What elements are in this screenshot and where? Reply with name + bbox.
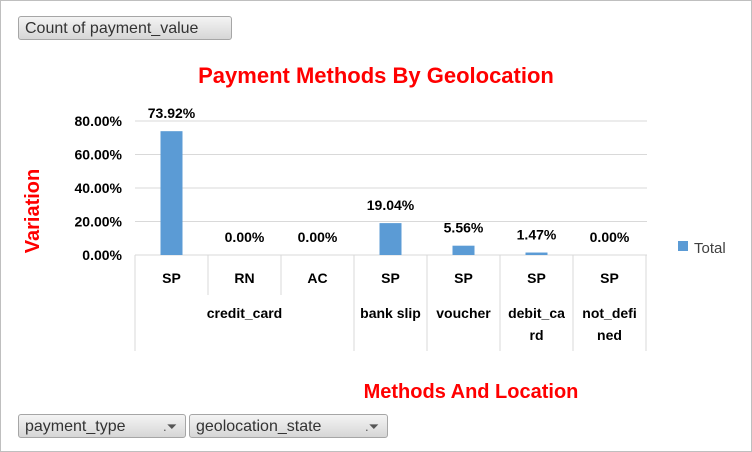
y-axis-title: Variation (22, 169, 44, 253)
legend: Total (678, 240, 726, 257)
gridlines (135, 120, 647, 222)
category-item-label: RN (234, 270, 254, 286)
axes (134, 254, 647, 351)
legend-label-total: Total (694, 240, 726, 257)
y-tick-labels: 0.00% 20.00% 40.00% 60.00% 80.00% (75, 113, 123, 263)
row-field-label: geolocation_state (196, 418, 322, 435)
row-field-label: payment_type (25, 418, 126, 435)
category-item-label: SP (454, 270, 473, 286)
y-tick-label: 80.00% (75, 113, 123, 129)
data-label: 0.00% (590, 229, 630, 245)
legend-swatch-total (678, 241, 688, 251)
data-label: 19.04% (367, 197, 415, 213)
data-label: 1.47% (517, 227, 557, 243)
x-axis-title: Methods And Location (364, 381, 579, 403)
category-group-label: credit_card (207, 305, 282, 321)
category-item-label: SP (162, 270, 181, 286)
category-item-label: SP (600, 270, 619, 286)
category-group-label: debit_ca (508, 305, 565, 321)
value-field-button[interactable]: Count of payment_value (18, 16, 232, 40)
filter-icon[interactable]: .⏷ (364, 419, 379, 434)
category-item-label: SP (381, 270, 400, 286)
bar (452, 245, 475, 255)
data-label: 0.00% (298, 229, 338, 245)
category-group-label: bank slip (360, 305, 421, 321)
y-tick-label: 0.00% (82, 247, 122, 263)
chart-title: Payment Methods By Geolocation (198, 63, 554, 88)
bar (379, 223, 402, 255)
y-tick-label: 40.00% (75, 180, 123, 196)
data-label: 5.56% (444, 220, 484, 236)
data-label: 0.00% (225, 229, 265, 245)
bar (160, 131, 183, 255)
category-labels: SP RN AC SP SP SP SP credit_card bank slip vouche… (162, 270, 637, 343)
category-item-label: AC (307, 270, 327, 286)
data-labels: 73.92% 0.00% 0.00% 19.04% 5.56% 1.47% 0.00% (148, 105, 630, 245)
y-tick-label: 20.00% (75, 214, 123, 230)
category-item-label: SP (527, 270, 546, 286)
bars (160, 131, 548, 255)
y-tick-label: 60.00% (75, 147, 123, 163)
category-group-label: voucher (436, 305, 491, 321)
data-label: 73.92% (148, 105, 196, 121)
bar (525, 252, 548, 255)
row-field-button-geolocation-state[interactable]: geolocation_state .⏷ (189, 414, 388, 438)
category-group-label: rd (530, 327, 544, 343)
category-group-label: not_defi (582, 305, 636, 321)
filter-icon[interactable]: .⏷ (162, 419, 177, 434)
row-field-button-payment-type[interactable]: payment_type .⏷ (18, 414, 186, 438)
category-group-label: ned (597, 327, 622, 343)
